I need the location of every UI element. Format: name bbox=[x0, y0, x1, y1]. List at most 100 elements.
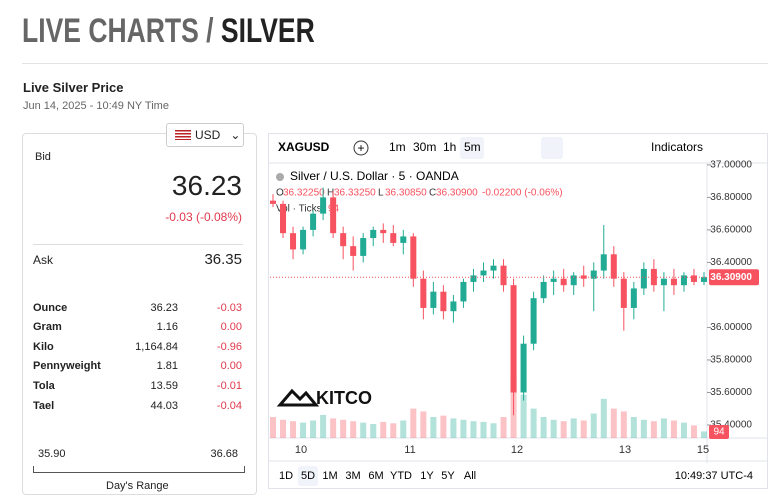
candle-body bbox=[530, 298, 537, 344]
ask: 36.35 bbox=[204, 251, 242, 268]
range-button[interactable]: 1Y bbox=[420, 470, 434, 482]
candle-body bbox=[450, 301, 457, 312]
candle-body bbox=[480, 270, 487, 276]
range-button[interactable]: 6M bbox=[368, 470, 383, 482]
title-part: LIVE CHARTS / bbox=[22, 12, 214, 50]
range-button[interactable]: 3M bbox=[345, 470, 360, 482]
unit-change: 0.00 bbox=[220, 360, 242, 372]
page-title: LIVE CHARTS / SILVER bbox=[22, 12, 315, 51]
candle-button[interactable] bbox=[541, 137, 563, 159]
volume-bar bbox=[610, 408, 617, 438]
candle-body bbox=[350, 246, 357, 256]
volume-bar bbox=[330, 418, 337, 438]
ohlc-value: 36.30900 bbox=[436, 188, 478, 199]
divider bbox=[33, 244, 243, 245]
x-tick-label: 11 bbox=[404, 444, 415, 456]
candle-body bbox=[680, 275, 687, 286]
candle-body bbox=[380, 229, 387, 234]
volume-bar bbox=[440, 415, 447, 438]
candle-body bbox=[640, 268, 647, 289]
unit-name: Ounce bbox=[33, 302, 68, 314]
subtitle: Live Silver Price bbox=[23, 80, 124, 95]
range-button[interactable]: YTD bbox=[390, 470, 412, 482]
volume-bar bbox=[560, 421, 567, 438]
candle-body bbox=[520, 343, 527, 393]
volume-bar bbox=[570, 418, 577, 438]
range-button[interactable]: 5D bbox=[301, 470, 315, 482]
y-tick-label: 36.40000 bbox=[710, 257, 752, 268]
y-tick-label: 36.60000 bbox=[710, 225, 752, 236]
footer: 1D 5D 1M 3M 6M YTD 1Y 5Y All bbox=[268, 460, 768, 486]
volume-bar bbox=[300, 422, 307, 438]
intervals: 1m 30m 1h 5m bbox=[389, 137, 484, 159]
volume-bar bbox=[500, 417, 507, 438]
indicators[interactable]: Indicators bbox=[651, 140, 703, 154]
candle-body bbox=[470, 275, 477, 282]
candle-body bbox=[580, 275, 587, 279]
interval[interactable]: 1h bbox=[443, 140, 456, 154]
candle-body bbox=[600, 254, 607, 271]
chart-widget: XAGUSD + 1m 30m 1h 5m Indicators Silver / U… bbox=[268, 133, 768, 489]
candle-body bbox=[570, 275, 577, 286]
range-bar bbox=[33, 466, 245, 473]
unit-name: Pennyweight bbox=[33, 360, 101, 372]
unit-name: Tael bbox=[33, 400, 55, 412]
active-interval bbox=[460, 137, 484, 159]
candle-body bbox=[550, 278, 557, 282]
range-button[interactable]: 1M bbox=[322, 470, 337, 482]
candle-body bbox=[660, 278, 667, 286]
candle-body bbox=[690, 275, 697, 282]
range-low: 35.90 bbox=[38, 448, 66, 460]
y-tick-label: 35.60000 bbox=[710, 387, 752, 398]
unit-price: 13.59 bbox=[150, 380, 178, 392]
x-tick-label: 13 bbox=[619, 444, 631, 456]
x-tick-label: 15 bbox=[697, 444, 709, 456]
last-price-label: 36.30900 bbox=[710, 272, 752, 283]
volume-bar bbox=[340, 419, 347, 438]
candle-body bbox=[490, 265, 497, 271]
ohlc-legend: O 36.32250 H 36.33250 L 36.30850 C 36.30900 -0.0… bbox=[276, 188, 563, 199]
candle-body bbox=[400, 236, 407, 243]
unit-price: 1.81 bbox=[156, 360, 178, 372]
candle-body bbox=[510, 285, 517, 393]
add-symbol[interactable] bbox=[353, 140, 369, 156]
candle-body bbox=[390, 233, 397, 243]
candle-body bbox=[310, 213, 317, 230]
ohlc-key: H bbox=[327, 188, 334, 199]
volume-bar bbox=[520, 394, 527, 438]
interval[interactable]: 1m bbox=[389, 140, 406, 154]
volume-bar bbox=[600, 398, 607, 438]
candle-body bbox=[320, 197, 327, 214]
legend-icon bbox=[276, 173, 284, 181]
range-button[interactable]: 1D bbox=[279, 470, 293, 482]
interval[interactable]: 30m bbox=[413, 140, 436, 154]
currency-select[interactable]: USD ⌄ bbox=[166, 123, 244, 147]
volume-bar bbox=[280, 419, 287, 438]
flag bbox=[175, 130, 191, 140]
volume-bar bbox=[290, 421, 297, 438]
candle-body bbox=[630, 288, 637, 308]
kitco-logo: KITCO bbox=[276, 388, 372, 408]
y-tick-label: 37.00000 bbox=[710, 160, 752, 171]
date: Jun 14, 2025 - 10:49 NY Time bbox=[23, 100, 169, 112]
bid-label: Bid bbox=[35, 151, 51, 163]
candle-body bbox=[269, 200, 277, 204]
range-button[interactable]: 5Y bbox=[441, 470, 455, 482]
range-button[interactable]: All bbox=[464, 470, 476, 482]
interval[interactable]: 5m bbox=[464, 140, 481, 154]
volume-label: Vol · Ticks bbox=[276, 204, 322, 215]
volume-box bbox=[709, 425, 729, 439]
chevron: ⌄ bbox=[230, 128, 241, 142]
ohlc-value: 36.33250 bbox=[334, 188, 376, 199]
candle-body bbox=[500, 265, 507, 286]
candle-body bbox=[610, 254, 617, 279]
ohlc-key: L bbox=[378, 188, 384, 199]
volume-bar bbox=[420, 411, 427, 438]
symbol[interactable]: XAGUSD bbox=[278, 140, 330, 154]
volume-bar bbox=[310, 420, 317, 438]
volume-bar bbox=[670, 420, 677, 438]
time: 10:49:37 UTC-4 bbox=[675, 470, 753, 482]
title-part: SILVER bbox=[220, 12, 315, 50]
divider bbox=[22, 63, 768, 64]
volume-bar bbox=[530, 408, 537, 438]
